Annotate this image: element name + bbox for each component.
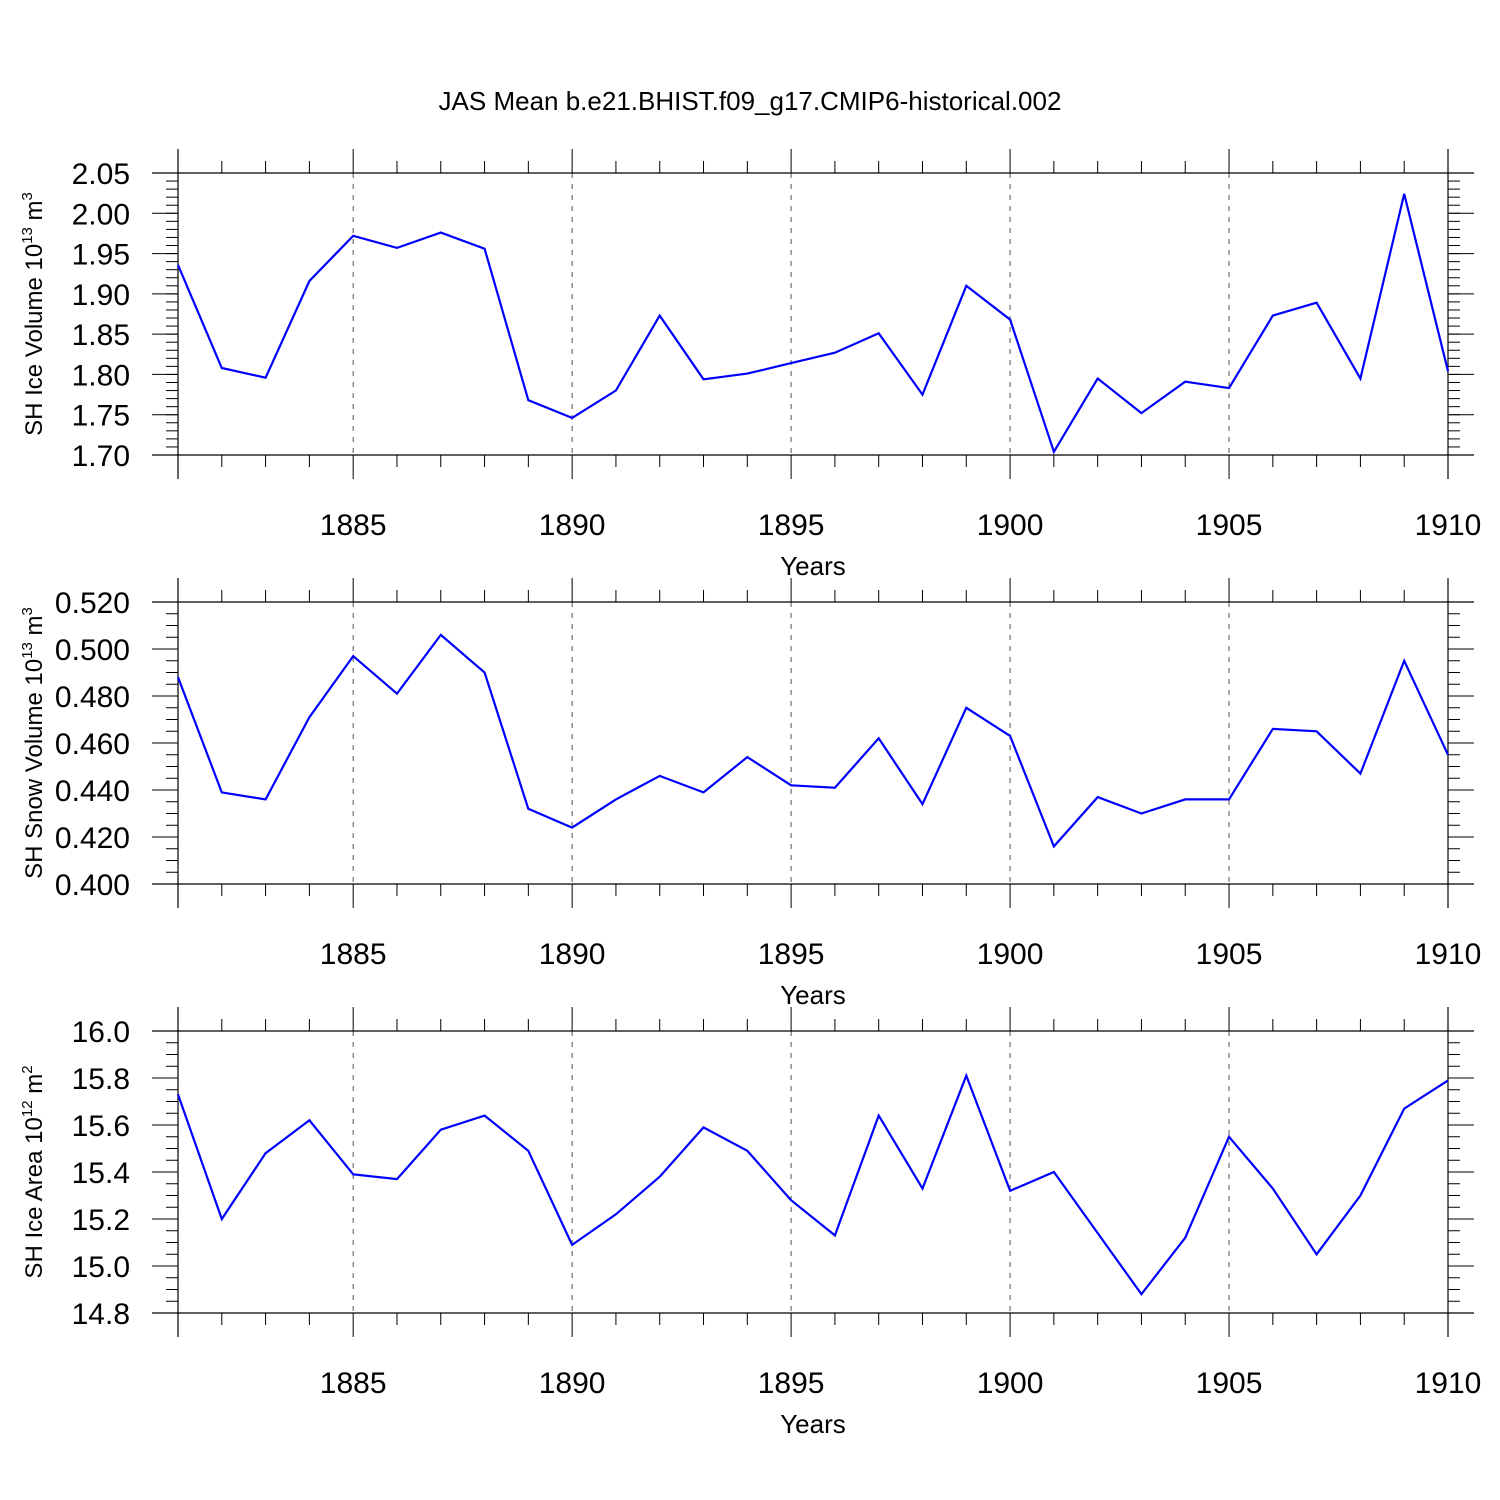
- y-tick-label: 0.460: [55, 728, 130, 761]
- y-tick-label: 15.4: [72, 1157, 130, 1190]
- y-tick-label: 1.95: [72, 239, 130, 272]
- x-tick-label: 1885: [320, 509, 387, 542]
- chart-panel-1: 1885 1890 1895 1900 1905 1910 Years 1.70 1.75 1.8…: [19, 149, 1481, 581]
- y-tick-label: 15.0: [72, 1251, 130, 1284]
- y-tick-label: 0.500: [55, 634, 130, 667]
- x-tick-label: 1895: [758, 1367, 825, 1400]
- x-axis-title: Years: [780, 551, 846, 581]
- y-tick-label: 2.05: [72, 158, 130, 191]
- chart-panel-2: 1885 1890 1895 1900 1905 1910 Years 0.400 0.420 0…: [19, 578, 1481, 1010]
- y-tick-label: 0.520: [55, 587, 130, 620]
- y-tick-label: 1.75: [72, 400, 130, 433]
- y-axis-title: SH Ice Area 1012 m2: [19, 1065, 48, 1278]
- y-tick-label: 1.70: [72, 440, 130, 473]
- series-line-1: [176, 633, 1449, 849]
- x-tick-label: 1885: [320, 938, 387, 971]
- y-tick-label: 16.0: [72, 1016, 130, 1049]
- chart-panel-3: 1885 1890 1895 1900 1905 1910 Years 14.8 15.0 15.…: [19, 1007, 1481, 1439]
- y-tick-label: 15.2: [72, 1204, 130, 1237]
- figure-title: JAS Mean b.e21.BHIST.f09_g17.CMIP6-histo…: [439, 86, 1062, 116]
- y-tick-label: 1.90: [72, 279, 130, 312]
- x-tick-label: 1905: [1196, 1367, 1263, 1400]
- x-tick-label: 1890: [539, 1367, 606, 1400]
- x-tick-label: 1900: [977, 938, 1044, 971]
- series-line-1: [176, 1072, 1449, 1297]
- y-tick-label: 0.480: [55, 681, 130, 714]
- x-tick-label: 1890: [539, 509, 606, 542]
- y-tick-label: 15.6: [72, 1110, 130, 1143]
- panels: 1885 1890 1895 1900 1905 1910 Years 1.70 1.75 1.8…: [19, 149, 1481, 1439]
- y-tick-label: 0.440: [55, 775, 130, 808]
- x-tick-label: 1910: [1415, 938, 1482, 971]
- x-axis-title: Years: [780, 980, 846, 1010]
- y-axis-title: SH Snow Volume 1013 m3: [19, 607, 48, 879]
- x-tick-label: 1885: [320, 1367, 387, 1400]
- series-line-1: [176, 193, 1450, 455]
- x-tick-label: 1900: [977, 1367, 1044, 1400]
- x-tick-label: 1890: [539, 938, 606, 971]
- x-tick-label: 1910: [1415, 509, 1482, 542]
- y-tick-label: 2.00: [72, 198, 130, 231]
- y-tick-label: 0.400: [55, 869, 130, 902]
- y-axis-title: SH Ice Volume 1013 m3: [19, 192, 48, 436]
- x-tick-label: 1895: [758, 509, 825, 542]
- y-tick-label: 15.8: [72, 1063, 130, 1096]
- x-tick-label: 1910: [1415, 1367, 1482, 1400]
- x-tick-label: 1900: [977, 509, 1044, 542]
- x-tick-label: 1905: [1196, 938, 1263, 971]
- x-tick-label: 1895: [758, 938, 825, 971]
- y-tick-label: 1.80: [72, 359, 130, 392]
- y-tick-label: 0.420: [55, 822, 130, 855]
- y-tick-label: 1.85: [72, 319, 130, 352]
- x-tick-label: 1905: [1196, 509, 1263, 542]
- x-axis-title: Years: [780, 1409, 846, 1439]
- y-tick-label: 14.8: [72, 1298, 130, 1331]
